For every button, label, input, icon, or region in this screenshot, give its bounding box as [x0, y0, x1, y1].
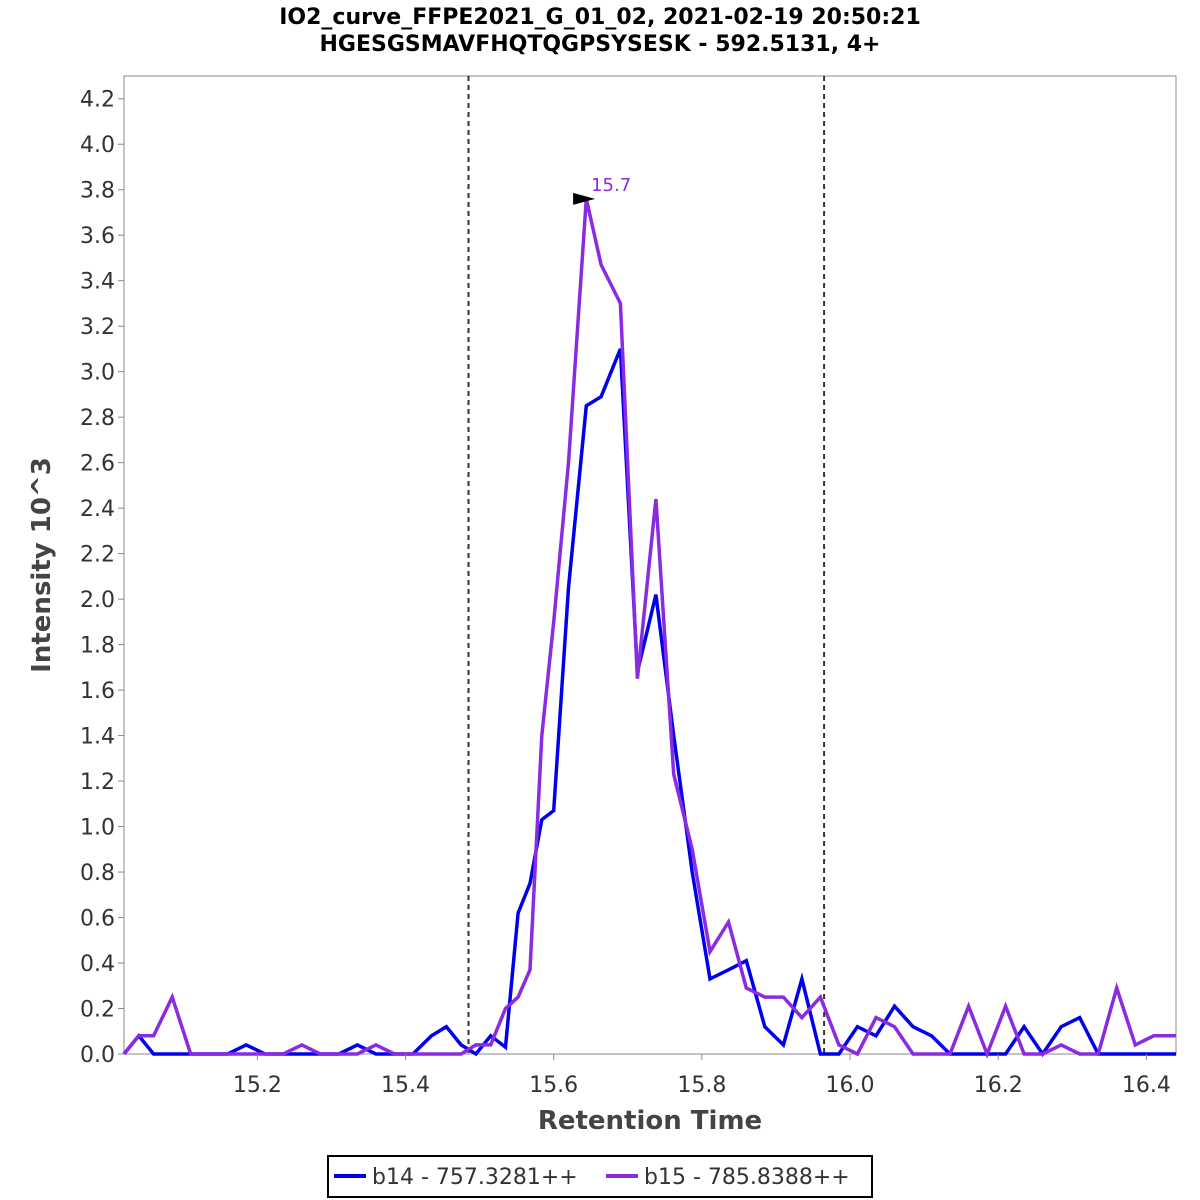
chart-subtitle: HGESGSMAVFHQTQGPSYSESK - 592.5131, 4+	[320, 32, 881, 57]
x-axis-label: Retention Time	[538, 1106, 762, 1136]
x-tick-label: 15.4	[381, 1073, 430, 1098]
y-tick-label: 1.8	[80, 634, 115, 659]
y-tick-label: 0.0	[80, 1043, 115, 1068]
y-tick-label: 4.0	[80, 133, 115, 158]
legend: b14 - 757.3281++ b15 - 785.8388++	[327, 1155, 873, 1198]
y-tick-label: 4.2	[80, 88, 115, 113]
x-tick-label: 15.8	[677, 1073, 726, 1098]
y-tick-label: 3.6	[80, 224, 115, 249]
y-tick-label: 1.0	[80, 816, 115, 841]
legend-box	[327, 1155, 873, 1198]
y-tick-label: 2.2	[80, 543, 115, 568]
y-tick-label: 0.6	[80, 907, 115, 932]
y-tick-label: 3.4	[80, 270, 115, 295]
x-tick-label: 15.2	[233, 1073, 282, 1098]
y-tick-label: 3.2	[80, 315, 115, 340]
y-tick-label: 1.6	[80, 679, 115, 704]
y-tick-label: 0.2	[80, 998, 115, 1023]
x-tick-label: 16.4	[1122, 1073, 1171, 1098]
y-tick-label: 2.4	[80, 497, 115, 522]
y-tick-label: 0.8	[80, 861, 115, 886]
series-line-b15	[122, 198, 1176, 1059]
chart-title: IO2_curve_FFPE2021_G_01_02, 2021-02-19 2…	[279, 5, 921, 30]
x-tick-label: 16.2	[974, 1073, 1023, 1098]
legend-label: b14 - 757.3281++	[372, 1165, 578, 1190]
peak-label: 15.7	[591, 175, 631, 196]
y-tick-label: 0.4	[80, 952, 115, 977]
y-tick-label: 3.0	[80, 361, 115, 386]
y-tick-label: 3.8	[80, 179, 115, 204]
y-tick-label: 2.0	[80, 588, 115, 613]
y-tick-label: 2.8	[80, 406, 115, 431]
peak-arrow-icon	[573, 192, 596, 205]
x-tick-label: 15.6	[529, 1073, 578, 1098]
y-tick-label: 1.4	[80, 725, 115, 750]
x-tick-label: 16.0	[826, 1073, 875, 1098]
y-tick-label: 1.2	[80, 770, 115, 795]
y-axis-label: Intensity 10^3	[27, 457, 57, 673]
y-tick-label: 2.6	[80, 452, 115, 477]
legend-label: b15 - 785.8388++	[644, 1165, 850, 1190]
